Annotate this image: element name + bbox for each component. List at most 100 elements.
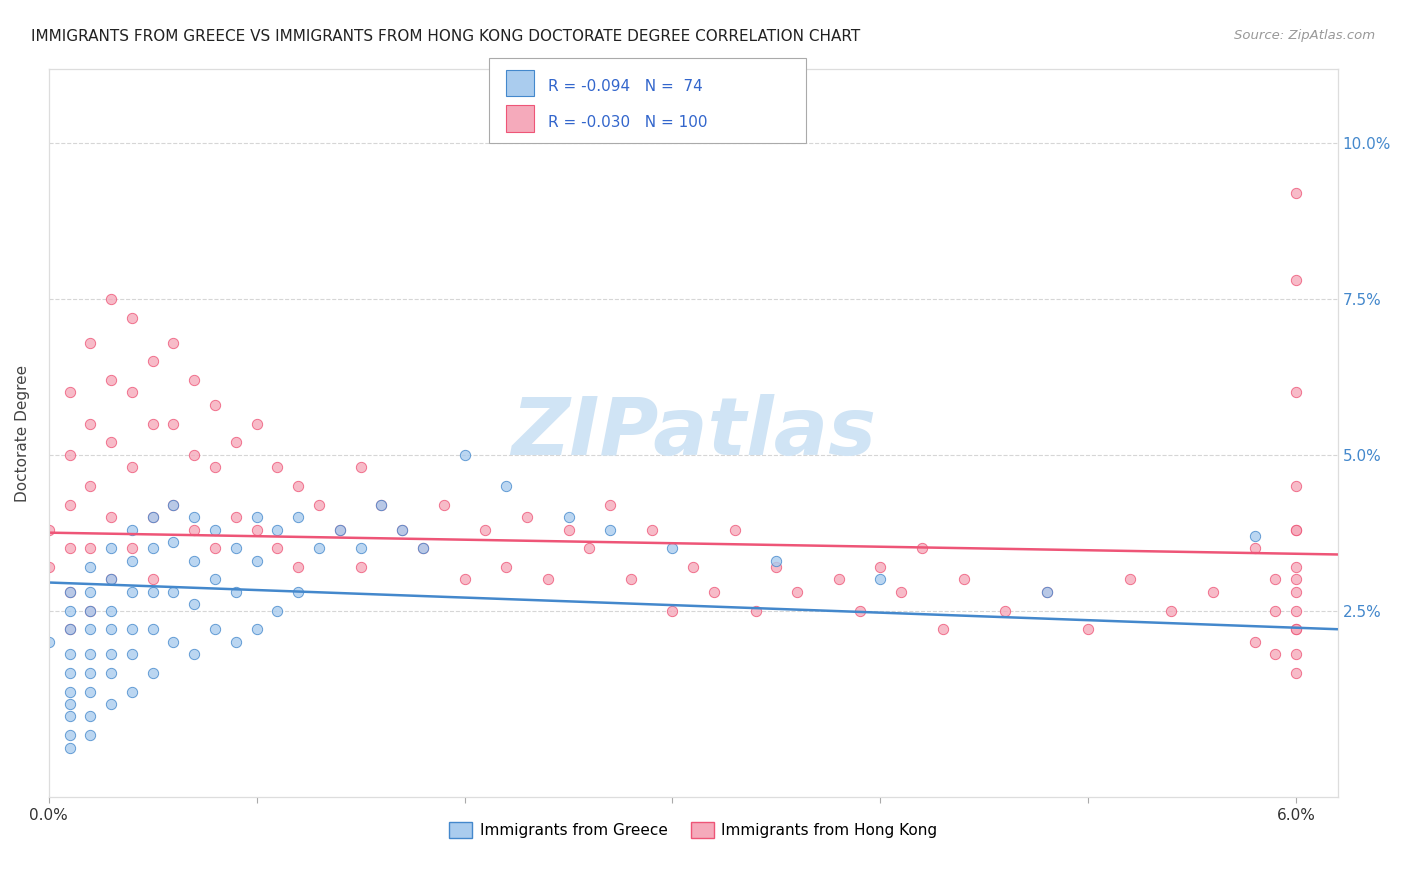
Point — [58, 585, 80, 599]
Point — [183, 373, 205, 387]
Point — [121, 310, 143, 325]
Point — [1285, 603, 1308, 617]
Point — [765, 560, 787, 574]
Point — [162, 498, 184, 512]
Point — [412, 541, 434, 556]
Point — [100, 697, 122, 711]
Point — [58, 728, 80, 742]
Point — [266, 523, 288, 537]
Text: IMMIGRANTS FROM GREECE VS IMMIGRANTS FROM HONG KONG DOCTORATE DEGREE CORRELATION: IMMIGRANTS FROM GREECE VS IMMIGRANTS FRO… — [31, 29, 860, 44]
Point — [79, 728, 101, 742]
Point — [1264, 603, 1286, 617]
Point — [599, 523, 621, 537]
Point — [79, 603, 101, 617]
Point — [58, 498, 80, 512]
Point — [100, 647, 122, 661]
Point — [453, 573, 475, 587]
Point — [308, 498, 330, 512]
Point — [1285, 665, 1308, 680]
Point — [557, 523, 579, 537]
Point — [100, 665, 122, 680]
Point — [932, 622, 955, 636]
Point — [58, 740, 80, 755]
Point — [329, 523, 352, 537]
Point — [246, 417, 269, 431]
Point — [79, 335, 101, 350]
Point — [58, 709, 80, 723]
Point — [183, 523, 205, 537]
Point — [225, 634, 247, 648]
Point — [869, 573, 891, 587]
Point — [58, 647, 80, 661]
Point — [1285, 622, 1308, 636]
Point — [869, 560, 891, 574]
Point — [391, 523, 413, 537]
Point — [142, 665, 165, 680]
Point — [890, 585, 912, 599]
Point — [100, 573, 122, 587]
Point — [79, 665, 101, 680]
Point — [703, 585, 725, 599]
Point — [349, 541, 371, 556]
Point — [225, 541, 247, 556]
Legend: Immigrants from Greece, Immigrants from Hong Kong: Immigrants from Greece, Immigrants from … — [443, 816, 943, 845]
Point — [724, 523, 747, 537]
Point — [1285, 573, 1308, 587]
Point — [1285, 186, 1308, 201]
Point — [765, 554, 787, 568]
Point — [1035, 585, 1057, 599]
Point — [1160, 603, 1182, 617]
Text: R = -0.030   N = 100: R = -0.030 N = 100 — [548, 115, 707, 130]
Point — [911, 541, 934, 556]
Point — [204, 460, 226, 475]
Y-axis label: Doctorate Degree: Doctorate Degree — [15, 365, 30, 501]
Point — [246, 554, 269, 568]
Point — [183, 597, 205, 611]
Point — [246, 510, 269, 524]
Point — [142, 417, 165, 431]
Point — [121, 684, 143, 698]
Point — [994, 603, 1017, 617]
Point — [38, 634, 60, 648]
Point — [1285, 479, 1308, 493]
Point — [79, 647, 101, 661]
Point — [58, 603, 80, 617]
Point — [266, 541, 288, 556]
Point — [142, 585, 165, 599]
Point — [204, 622, 226, 636]
Point — [1285, 560, 1308, 574]
Point — [183, 510, 205, 524]
Point — [952, 573, 974, 587]
Point — [495, 560, 517, 574]
Point — [287, 479, 309, 493]
Point — [308, 541, 330, 556]
Point — [246, 523, 269, 537]
Point — [1285, 523, 1308, 537]
Point — [204, 573, 226, 587]
Point — [204, 523, 226, 537]
Point — [100, 603, 122, 617]
Point — [162, 335, 184, 350]
Point — [38, 560, 60, 574]
Point — [79, 560, 101, 574]
Point — [58, 622, 80, 636]
Point — [266, 603, 288, 617]
Point — [183, 647, 205, 661]
Point — [204, 398, 226, 412]
Point — [433, 498, 456, 512]
Point — [287, 510, 309, 524]
Point — [100, 573, 122, 587]
Text: ZIPatlas: ZIPatlas — [510, 394, 876, 472]
Point — [225, 585, 247, 599]
Point — [1285, 622, 1308, 636]
Point — [287, 585, 309, 599]
Point — [100, 622, 122, 636]
Point — [142, 510, 165, 524]
Point — [578, 541, 600, 556]
Point — [79, 622, 101, 636]
Point — [38, 523, 60, 537]
Point — [121, 523, 143, 537]
Point — [848, 603, 870, 617]
Point — [79, 684, 101, 698]
Point — [391, 523, 413, 537]
